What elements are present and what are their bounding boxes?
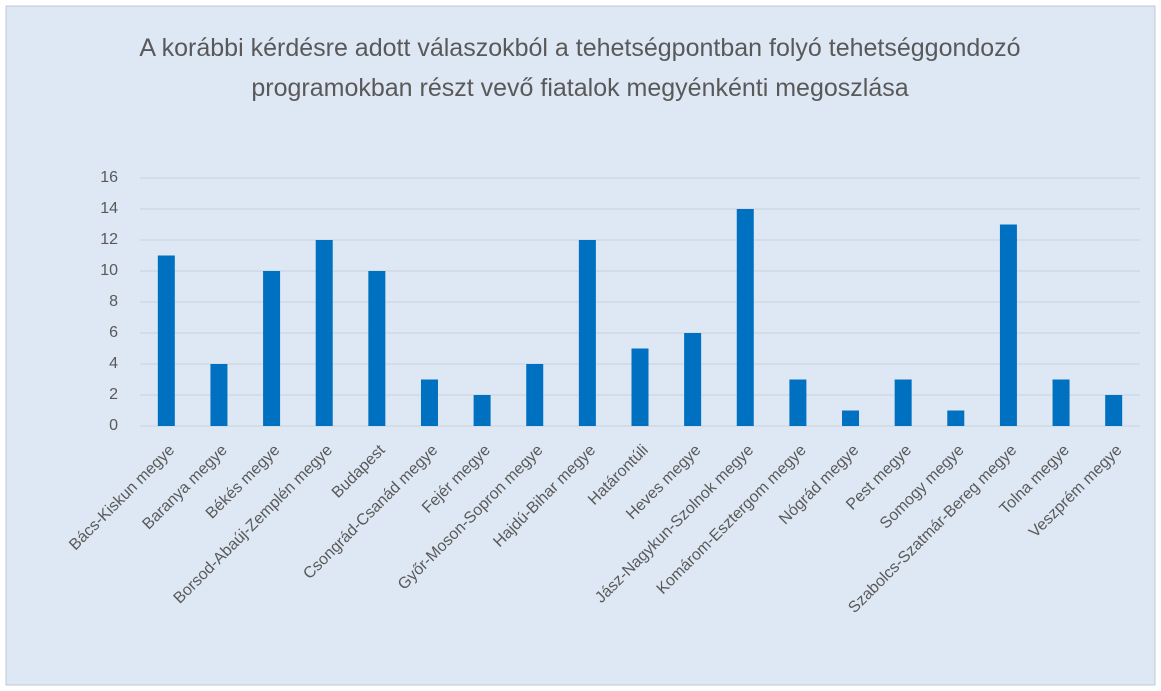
y-tick-label: 10 [100, 262, 118, 279]
bar [1052, 379, 1070, 426]
bar [894, 379, 912, 426]
bar [526, 364, 544, 426]
bar [368, 271, 386, 426]
y-tick-label: 2 [109, 386, 118, 403]
y-tick-label: 6 [109, 324, 118, 341]
y-tick-label: 8 [109, 293, 118, 310]
y-tick-label: 0 [109, 417, 118, 434]
bar [999, 224, 1017, 426]
chart-title: A korábbi kérdésre adott válaszokból a t… [139, 34, 1021, 102]
bar [420, 379, 438, 426]
y-tick-label: 16 [100, 169, 118, 186]
bar [736, 209, 754, 426]
y-tick-label: 14 [100, 200, 118, 217]
bar [473, 395, 491, 426]
bar [263, 271, 281, 426]
bar [789, 379, 807, 426]
bar [578, 240, 596, 426]
bar [631, 348, 649, 426]
bar [947, 410, 965, 426]
bar [157, 255, 175, 426]
bar [842, 410, 860, 426]
bar [684, 333, 702, 426]
bar [1105, 395, 1123, 426]
bar [210, 364, 228, 426]
y-tick-label: 4 [109, 355, 118, 372]
bar [315, 240, 333, 426]
y-tick-label: 12 [100, 231, 118, 248]
